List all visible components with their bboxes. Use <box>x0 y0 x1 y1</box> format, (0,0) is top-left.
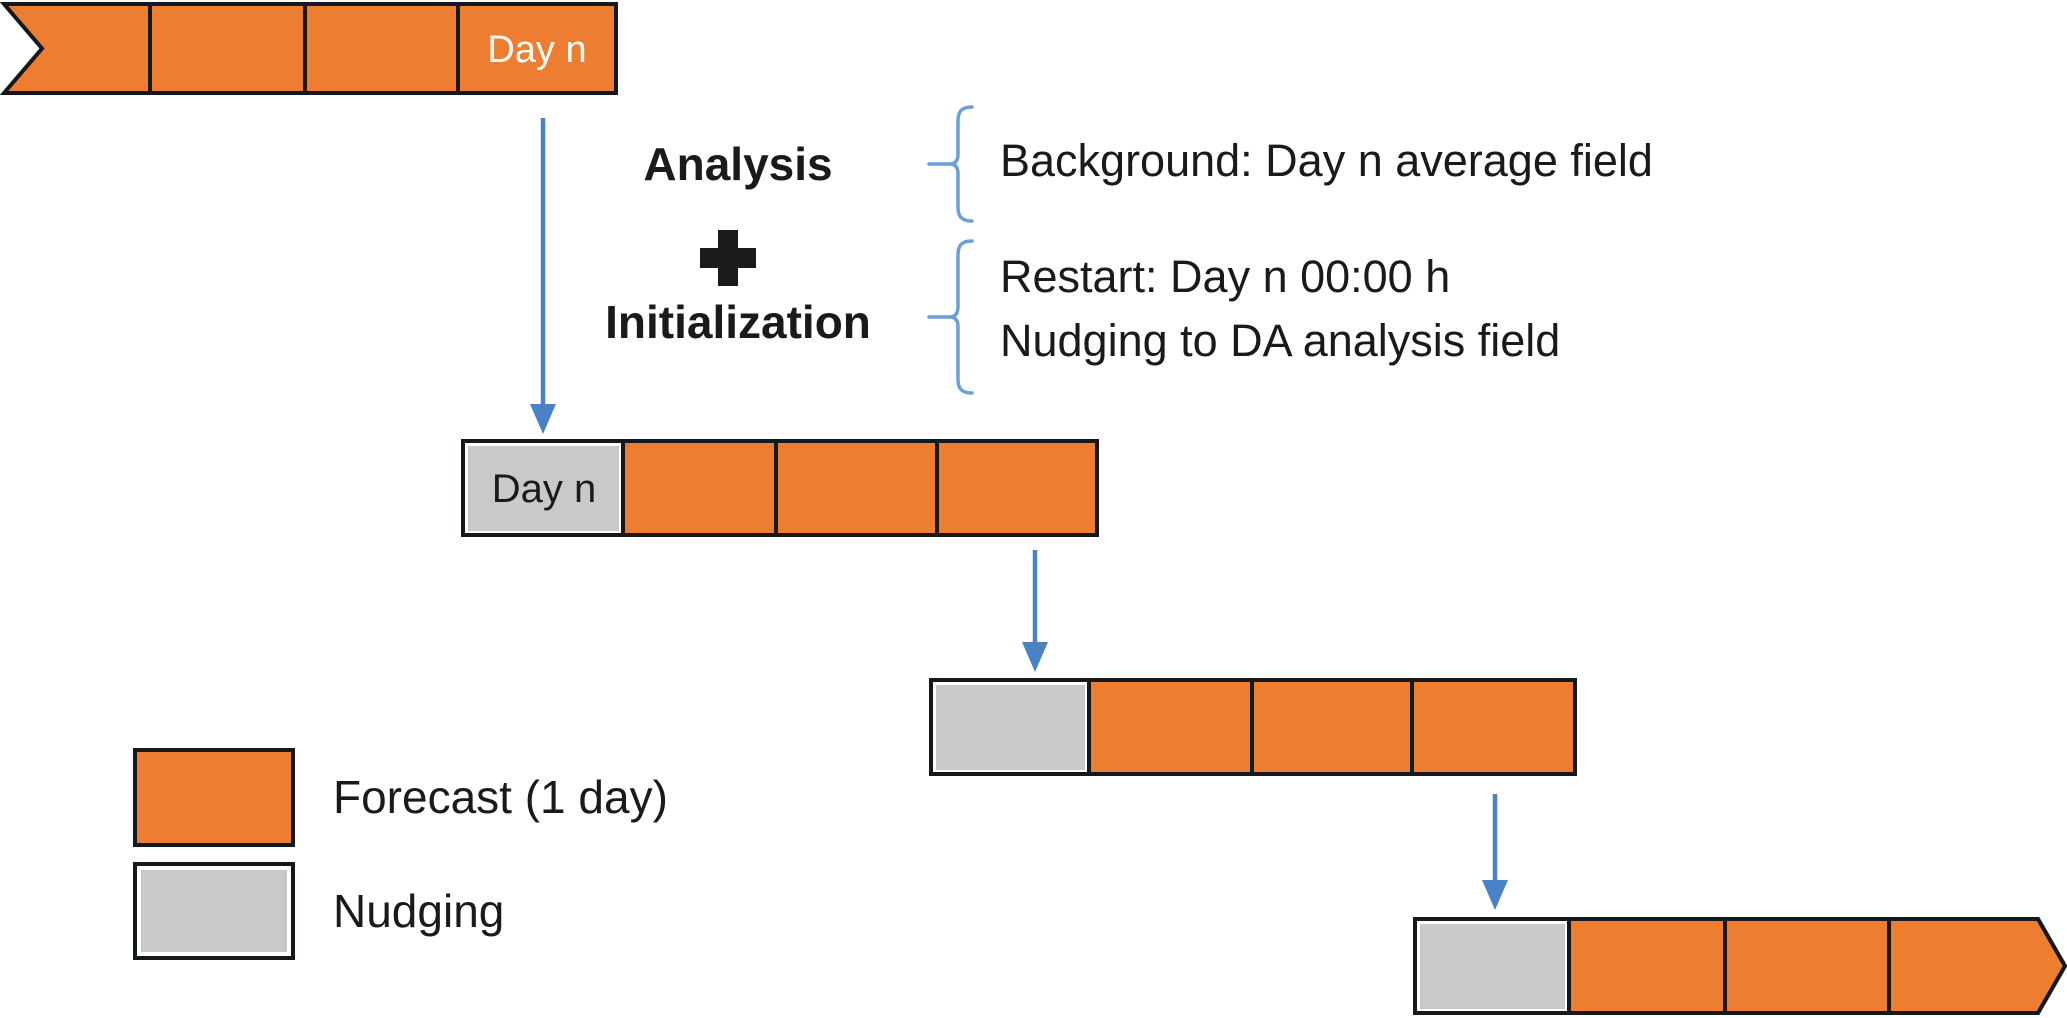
legend-forecast-label: Forecast (1 day) <box>333 771 668 823</box>
left-brace-icon <box>927 239 974 395</box>
down-arrow-icon <box>1482 794 1508 910</box>
down-arrow-icon <box>1022 550 1048 672</box>
analysis-label: Analysis <box>643 138 833 190</box>
down-arrow-icon <box>530 118 556 434</box>
bar-day-n2-cycle <box>1413 917 2067 1015</box>
bar-previous-cycle: Day n <box>0 2 618 95</box>
forecast-cells <box>1567 917 1891 1015</box>
nudging-cell <box>468 446 619 531</box>
forecast-cells <box>621 439 1099 537</box>
legend-nudging-label: Nudging <box>333 885 505 937</box>
legend-nudging-swatch <box>133 862 295 960</box>
bar-day-n-cycle: Day n <box>461 439 1099 537</box>
day-n-label: Day n <box>492 467 597 511</box>
nudging-cell <box>1420 924 1565 1009</box>
forecast-cells <box>1087 678 1577 776</box>
forecast-bar-body <box>0 2 618 95</box>
restart-note-line1: Restart: Day n 00:00 h <box>1000 251 1451 302</box>
plus-icon <box>700 230 756 286</box>
day-n-label: Day n <box>487 29 586 71</box>
forecast-arrow-tip-cell <box>1887 917 2067 1015</box>
legend-forecast-swatch <box>133 748 295 847</box>
initialization-label: Initialization <box>605 296 871 348</box>
nudging-cell <box>936 685 1085 770</box>
bar-day-n1-cycle <box>929 678 1577 776</box>
left-brace-icon <box>927 105 974 223</box>
restart-note-line2: Nudging to DA analysis field <box>1000 315 1561 366</box>
background-note: Background: Day n average field <box>1000 135 1653 186</box>
